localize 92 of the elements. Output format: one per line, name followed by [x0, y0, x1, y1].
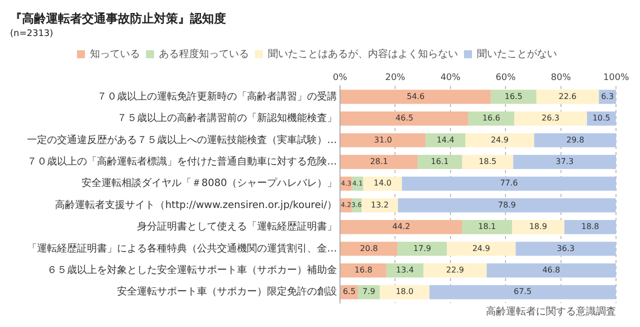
data-label: 13.4	[396, 266, 414, 275]
y-tick-label: 身分証明書として使える「運転経歴証明書」	[137, 220, 337, 233]
bar	[358, 285, 380, 300]
data-label: 18.1	[478, 222, 496, 232]
bar	[516, 242, 616, 256]
text: 高齢運転者に関する意識調査	[486, 306, 616, 318]
data-label: 22.9	[446, 266, 464, 275]
data-label: 20.8	[360, 244, 378, 253]
bar	[340, 112, 468, 126]
y-tick-label: 高齢運転者支援サイト（http://www.zensiren.or.jp/kourei/）	[55, 198, 337, 211]
data-label: 6.3	[601, 92, 614, 101]
bar	[340, 263, 386, 278]
text: (n=2313)	[10, 29, 54, 40]
data-label: 26.3	[542, 114, 560, 123]
legend-label: 聞いたことがない	[477, 48, 557, 60]
data-label: 16.1	[430, 157, 449, 166]
data-label: 24.9	[490, 135, 509, 144]
data-label: 44.2	[392, 222, 410, 232]
bar	[536, 90, 599, 104]
x-tick-label: 100%	[603, 72, 630, 83]
bar	[426, 133, 466, 148]
bar	[468, 112, 514, 126]
data-label: 14.4	[436, 135, 454, 144]
legend-label: ある程度知っている	[159, 48, 249, 60]
bar	[340, 220, 462, 234]
bar	[446, 242, 516, 256]
data-label: 22.6	[558, 92, 576, 101]
y-tick-label: 「運転経歴証明書」による各種特典（公共交通機関の運賃割引、金…	[27, 242, 337, 254]
bar	[362, 198, 398, 212]
y-tick-label: ７５歳以上の高齢者講習前の「新認知機能検査」	[117, 112, 337, 124]
bar	[340, 90, 491, 104]
data-label: 24.9	[472, 244, 490, 253]
bar	[512, 220, 564, 234]
y-tick-label: ７０歳以上の「高齢運転者標識」を付けた普通自動車に対する危険…	[27, 156, 337, 168]
data-label: 31.0	[374, 135, 392, 144]
legend-label: 知っている	[90, 48, 140, 60]
data-label: 78.9	[498, 200, 516, 210]
bar	[564, 220, 616, 234]
bar	[380, 285, 430, 300]
data-label: 6.5	[342, 287, 356, 296]
data-label: 10.5	[592, 114, 610, 123]
bar	[486, 263, 616, 278]
data-label: 16.6	[482, 114, 500, 123]
bar	[340, 133, 426, 148]
data-label: 29.8	[566, 135, 584, 144]
y-tick-label: ６５歳以上を対象とした安全運転サポート車（サポカー）補助金	[47, 264, 337, 276]
y-tick-label: 安全運転サポート車（サポカー）限定免許の創設	[117, 286, 337, 298]
bar	[514, 112, 587, 126]
data-label: 77.6	[500, 178, 518, 188]
bar	[465, 133, 534, 148]
bar	[462, 154, 514, 170]
bar	[340, 154, 418, 170]
bar	[513, 154, 616, 170]
data-label: 37.3	[556, 157, 574, 166]
data-label: 36.3	[556, 244, 575, 253]
y-tick-label: 一定の交通違反歴がある７５歳以上への運転技能検査（実車試験）…	[27, 134, 337, 146]
data-label: 18.5	[478, 157, 496, 166]
text: 『高齢運転者交通事故防止対策』認知度	[10, 11, 226, 26]
data-label: 18.9	[529, 222, 548, 232]
x-tick-label: 60%	[496, 72, 516, 83]
x-tick-label: 0%	[332, 72, 348, 83]
bar	[402, 176, 616, 191]
data-label: 18.0	[396, 287, 414, 296]
bar	[386, 263, 424, 278]
bar	[363, 176, 402, 191]
bar	[340, 242, 398, 256]
bar	[397, 242, 447, 256]
data-label: 18.8	[581, 222, 600, 232]
data-label: 54.6	[406, 92, 425, 101]
bar	[418, 154, 462, 170]
data-label: 46.5	[396, 114, 414, 123]
data-label: 7.9	[362, 287, 376, 296]
data-label: 28.1	[370, 157, 388, 166]
y-tick-label: ７０歳以上の運転免許更新時の「高齢者講習」の受講	[97, 90, 337, 102]
bar	[462, 220, 512, 234]
data-label: 16.8	[354, 266, 372, 275]
data-label: 16.5	[504, 92, 522, 101]
data-label: 17.9	[413, 244, 432, 253]
bar	[423, 263, 487, 278]
legend-label: 聞いたことはあるが、内容はよく知らない	[268, 48, 458, 60]
bar	[490, 90, 536, 104]
data-label: 14.0	[374, 178, 392, 188]
x-tick-label: 40%	[440, 72, 461, 83]
x-tick-label: 20%	[385, 72, 406, 83]
data-label: 46.8	[542, 266, 560, 275]
bar	[398, 198, 616, 212]
y-tick-label: 安全運転相談ダイヤル「＃8080（シャープハレバレ）」	[82, 177, 337, 190]
x-tick-label: 80%	[550, 72, 572, 83]
data-label: 13.2	[370, 200, 389, 210]
data-label: 67.5	[514, 287, 532, 296]
bar	[534, 133, 616, 148]
bar	[429, 285, 616, 300]
